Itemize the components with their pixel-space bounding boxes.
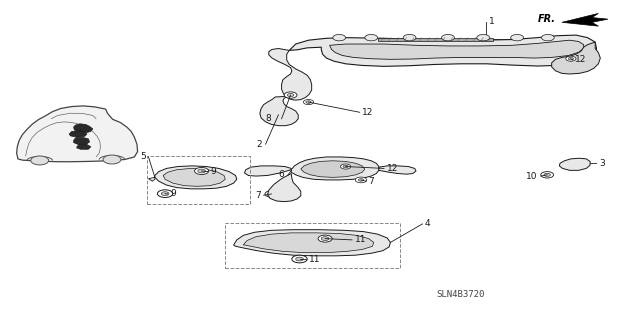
Polygon shape	[289, 35, 596, 66]
Text: 12: 12	[575, 56, 586, 64]
Circle shape	[333, 34, 346, 41]
Polygon shape	[552, 42, 600, 74]
Circle shape	[268, 192, 275, 196]
Circle shape	[284, 92, 297, 98]
Text: 7: 7	[255, 191, 261, 200]
Text: 4: 4	[425, 219, 431, 228]
Polygon shape	[291, 157, 379, 180]
Circle shape	[541, 34, 554, 41]
Text: 9: 9	[170, 189, 176, 198]
Circle shape	[296, 257, 303, 261]
Circle shape	[157, 190, 173, 197]
Circle shape	[321, 237, 329, 241]
Polygon shape	[234, 230, 390, 256]
Polygon shape	[559, 158, 590, 170]
Circle shape	[477, 34, 490, 41]
Circle shape	[541, 172, 554, 178]
Polygon shape	[17, 106, 138, 162]
Text: SLN4B3720: SLN4B3720	[436, 290, 485, 299]
Circle shape	[303, 100, 314, 105]
Text: 7: 7	[369, 177, 374, 186]
Circle shape	[365, 34, 378, 41]
Circle shape	[544, 173, 550, 176]
Circle shape	[355, 177, 367, 183]
Bar	[378, 38, 493, 41]
Text: 12: 12	[362, 108, 374, 117]
Polygon shape	[163, 168, 225, 186]
Circle shape	[511, 34, 524, 41]
Text: 11: 11	[308, 255, 320, 263]
Polygon shape	[69, 131, 87, 137]
Circle shape	[318, 235, 332, 242]
Circle shape	[343, 165, 348, 168]
Circle shape	[198, 169, 205, 173]
Polygon shape	[330, 40, 584, 59]
Text: 6: 6	[278, 170, 284, 179]
Text: 5: 5	[140, 152, 146, 161]
Polygon shape	[260, 96, 298, 126]
Polygon shape	[74, 137, 90, 145]
Circle shape	[161, 192, 169, 196]
Circle shape	[442, 34, 454, 41]
Polygon shape	[301, 161, 365, 177]
Circle shape	[195, 167, 209, 174]
Circle shape	[287, 93, 294, 97]
Polygon shape	[269, 48, 312, 100]
Text: 10: 10	[526, 172, 538, 181]
Polygon shape	[155, 166, 237, 189]
Text: 8: 8	[266, 114, 271, 123]
Circle shape	[403, 34, 416, 41]
Circle shape	[340, 164, 351, 169]
Circle shape	[265, 191, 278, 197]
Polygon shape	[243, 233, 374, 253]
Text: FR.: FR.	[538, 13, 556, 24]
Polygon shape	[77, 144, 91, 149]
Text: 9: 9	[210, 167, 216, 176]
Polygon shape	[244, 166, 291, 176]
Polygon shape	[74, 124, 93, 133]
Circle shape	[566, 56, 576, 61]
Circle shape	[568, 57, 573, 60]
Text: 12: 12	[387, 164, 398, 173]
Text: 2: 2	[257, 140, 262, 149]
Circle shape	[292, 255, 307, 263]
Polygon shape	[379, 166, 416, 174]
Text: 11: 11	[355, 235, 366, 244]
Polygon shape	[148, 177, 155, 181]
Circle shape	[31, 156, 49, 165]
Circle shape	[306, 101, 311, 103]
Polygon shape	[268, 174, 301, 202]
Circle shape	[358, 179, 364, 181]
Polygon shape	[562, 13, 608, 26]
Text: 1: 1	[489, 17, 495, 26]
Text: 3: 3	[599, 159, 605, 168]
Circle shape	[103, 155, 121, 164]
Polygon shape	[326, 39, 525, 42]
